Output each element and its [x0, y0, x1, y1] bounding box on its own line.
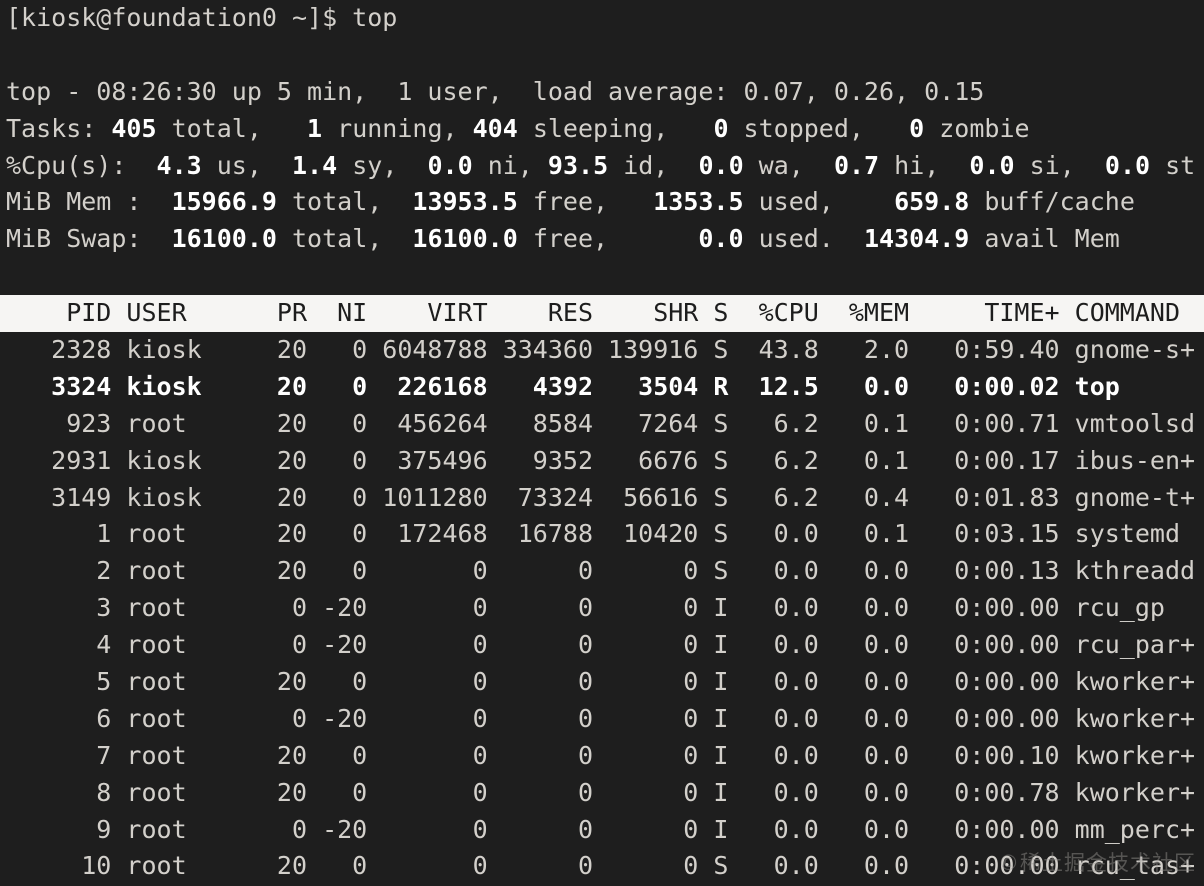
shell-prompt-line: [kiosk@foundation0 ~]$ top: [6, 0, 1204, 37]
process-row: 10 root 20 0 0 0 0 S 0.0 0.0 0:00.00 rcu…: [6, 851, 1196, 881]
process-table-rows: 2328 kiosk 20 0 6048788 334360 139916 S …: [6, 332, 1204, 885]
process-row: 3324 kiosk 20 0 226168 4392 3504 R 12.5 …: [6, 371, 1120, 401]
blank-line: [6, 258, 1204, 295]
mem-line: MiB Mem : 15966.9 total, 13953.5 free, 1…: [6, 187, 1135, 217]
process-row: 6 root 0 -20 0 0 0 I 0.0 0.0 0:00.00 kwo…: [6, 703, 1196, 733]
tasks-line: Tasks: 405 total, 1 running, 404 sleepin…: [6, 113, 1030, 143]
process-table-header: PID USER PR NI VIRT RES SHR S %CPU %MEM …: [0, 295, 1204, 333]
process-row: 9 root 0 -20 0 0 0 I 0.0 0.0 0:00.00 mm_…: [6, 814, 1196, 844]
process-row: 3 root 0 -20 0 0 0 I 0.0 0.0 0:00.00 rcu…: [6, 593, 1165, 623]
uptime-line: top - 08:26:30 up 5 min, 1 user, load av…: [6, 76, 985, 106]
top-summary-block: top - 08:26:30 up 5 min, 1 user, load av…: [6, 74, 1204, 258]
cpu-line: %Cpu(s): 4.3 us, 1.4 sy, 0.0 ni, 93.5 id…: [6, 150, 1196, 180]
process-row: 1 root 20 0 172468 16788 10420 S 0.0 0.1…: [6, 519, 1180, 549]
process-row: 2931 kiosk 20 0 375496 9352 6676 S 6.2 0…: [6, 445, 1196, 475]
process-row: 2 root 20 0 0 0 0 S 0.0 0.0 0:00.13 kthr…: [6, 556, 1196, 586]
process-row: 4 root 0 -20 0 0 0 I 0.0 0.0 0:00.00 rcu…: [6, 630, 1196, 660]
process-row: 8 root 20 0 0 0 0 I 0.0 0.0 0:00.78 kwor…: [6, 777, 1196, 807]
process-row: 923 root 20 0 456264 8584 7264 S 6.2 0.1…: [6, 408, 1196, 438]
process-row: 7 root 20 0 0 0 0 I 0.0 0.0 0:00.10 kwor…: [6, 740, 1196, 770]
swap-line: MiB Swap: 16100.0 total, 16100.0 free, 0…: [6, 224, 1120, 254]
shell-prompt-text: [kiosk@foundation0 ~]$ top: [6, 3, 398, 32]
process-row: 5 root 20 0 0 0 0 I 0.0 0.0 0:00.00 kwor…: [6, 667, 1196, 697]
process-row: 2328 kiosk 20 0 6048788 334360 139916 S …: [6, 335, 1196, 365]
blank-line: [6, 37, 1204, 74]
process-row: 3149 kiosk 20 0 1011280 73324 56616 S 6.…: [6, 482, 1196, 512]
